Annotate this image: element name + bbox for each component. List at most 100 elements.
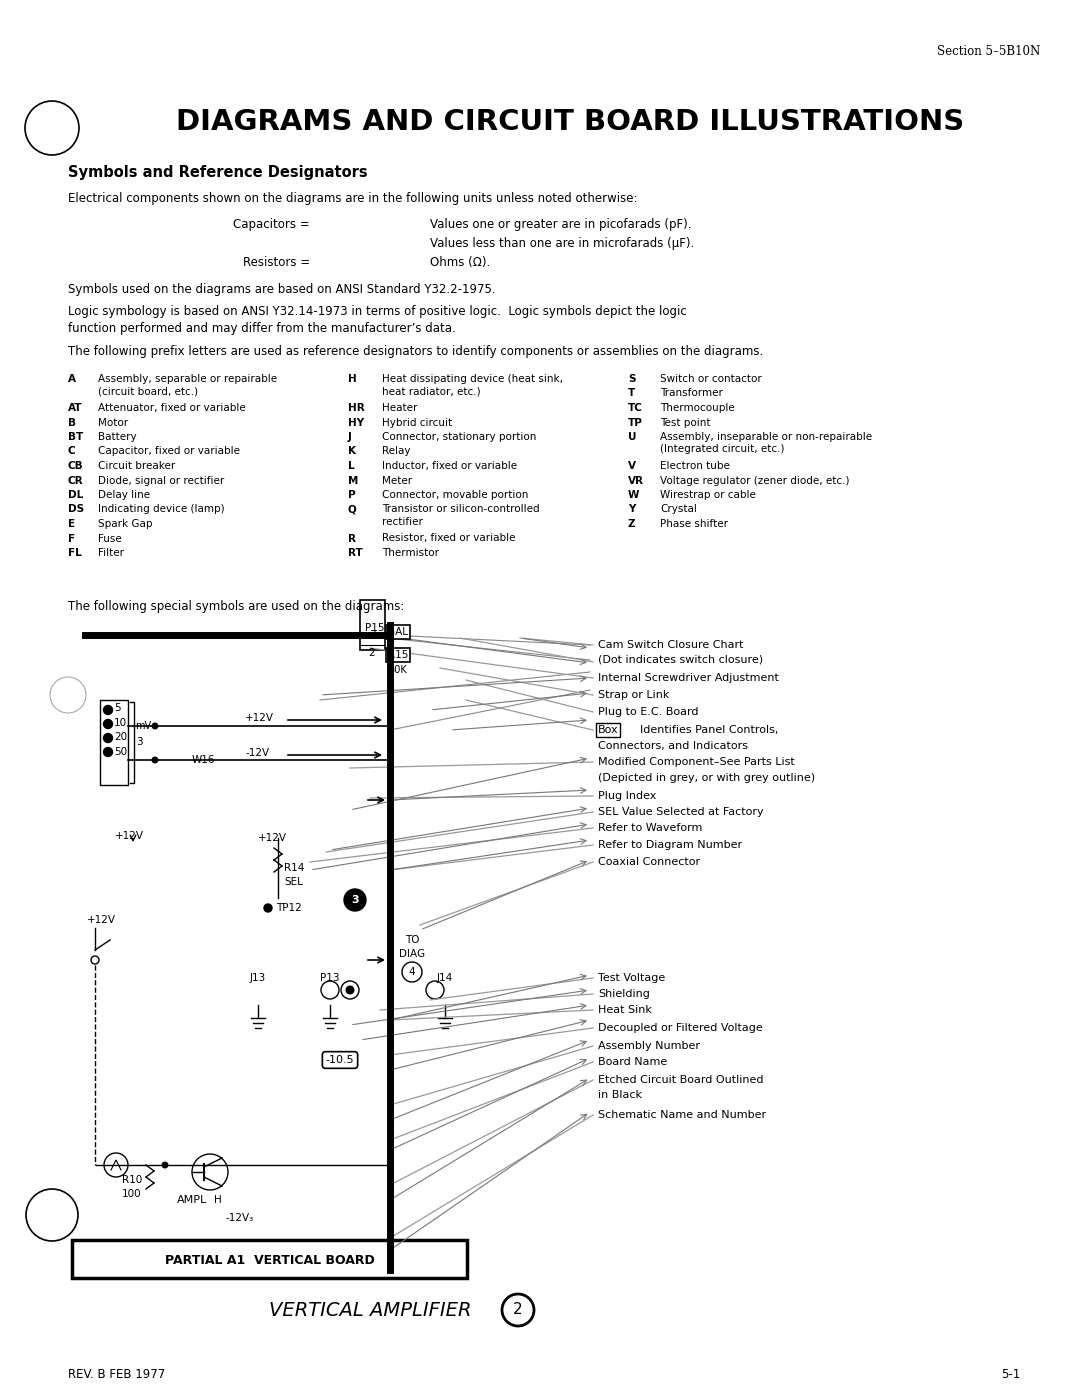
Text: SEL: SEL <box>284 877 302 887</box>
Text: FL: FL <box>68 548 82 558</box>
Text: 50K: 50K <box>389 665 407 674</box>
Text: Heater: Heater <box>382 403 417 413</box>
Text: B: B <box>68 417 76 428</box>
Text: R: R <box>348 533 356 543</box>
Bar <box>72 1240 467 1279</box>
Text: Section 5–5B10N: Section 5–5B10N <box>936 45 1040 57</box>
Text: Indicating device (lamp): Indicating device (lamp) <box>98 505 225 515</box>
Text: VERTICAL AMPLIFIER: VERTICAL AMPLIFIER <box>269 1301 471 1319</box>
Text: Refer to Waveform: Refer to Waveform <box>598 823 702 832</box>
Text: SEL Value Selected at Factory: SEL Value Selected at Factory <box>598 807 764 817</box>
Text: DIAGRAMS AND CIRCUIT BOARD ILLUSTRATIONS: DIAGRAMS AND CIRCUIT BOARD ILLUSTRATIONS <box>176 108 964 136</box>
Text: Decoupled or Filtered Voltage: Decoupled or Filtered Voltage <box>598 1023 762 1032</box>
Text: (circuit board, etc.): (circuit board, etc.) <box>98 386 198 396</box>
Text: Diode, signal or rectifier: Diode, signal or rectifier <box>98 476 225 485</box>
Text: 3: 3 <box>351 895 359 905</box>
Text: HY: HY <box>348 417 364 428</box>
Circle shape <box>264 904 272 912</box>
Text: Q: Q <box>348 505 356 515</box>
Text: -12V₃: -12V₃ <box>226 1213 254 1223</box>
Text: Circuit breaker: Circuit breaker <box>98 462 175 471</box>
Text: PARTIAL A1  VERTICAL BOARD: PARTIAL A1 VERTICAL BOARD <box>165 1254 375 1266</box>
Text: +12V: +12V <box>245 713 274 723</box>
Text: Voltage regulator (zener diode, etc.): Voltage regulator (zener diode, etc.) <box>660 476 850 485</box>
Text: The following special symbols are used on the diagrams:: The following special symbols are used o… <box>68 600 404 613</box>
Text: Electrical components shown on the diagrams are in the following units unless no: Electrical components shown on the diagr… <box>68 192 637 206</box>
Text: Transistor or silicon-controlled: Transistor or silicon-controlled <box>382 505 540 515</box>
Text: Hybrid circuit: Hybrid circuit <box>382 417 453 428</box>
Text: Test Voltage: Test Voltage <box>598 972 665 983</box>
Text: RT: RT <box>348 548 363 558</box>
Text: TP: TP <box>627 417 643 428</box>
Text: Heat Sink: Heat Sink <box>598 1004 652 1016</box>
Text: Thermistor: Thermistor <box>382 548 438 558</box>
Text: Board Name: Board Name <box>598 1058 667 1067</box>
Text: T: T <box>627 389 635 399</box>
Text: Plug to E.C. Board: Plug to E.C. Board <box>598 706 699 718</box>
Text: Coaxial Connector: Coaxial Connector <box>598 858 700 867</box>
Text: CB: CB <box>68 462 83 471</box>
Text: Resistors =: Resistors = <box>243 256 310 269</box>
Circle shape <box>104 719 112 729</box>
Text: Thermocouple: Thermocouple <box>660 403 734 413</box>
Text: Connector, stationary portion: Connector, stationary portion <box>382 432 537 442</box>
Text: (Dot indicates switch closure): (Dot indicates switch closure) <box>598 655 764 665</box>
Text: Values one or greater are in picofarads (pF).: Values one or greater are in picofarads … <box>430 218 691 231</box>
Text: Wirestrap or cable: Wirestrap or cable <box>660 490 756 499</box>
Text: Transformer: Transformer <box>660 389 723 399</box>
Text: Electron tube: Electron tube <box>660 462 730 471</box>
Text: 2: 2 <box>513 1302 523 1318</box>
Text: Test point: Test point <box>660 417 711 428</box>
Text: TO: TO <box>405 935 419 944</box>
Text: Internal Screwdriver Adjustment: Internal Screwdriver Adjustment <box>598 673 779 683</box>
Text: 2: 2 <box>368 648 376 658</box>
Text: 3: 3 <box>368 630 376 639</box>
Text: BAL: BAL <box>388 627 408 637</box>
Text: R10: R10 <box>122 1175 143 1185</box>
Circle shape <box>346 985 354 995</box>
Text: Etched Circuit Board Outlined: Etched Circuit Board Outlined <box>598 1074 764 1086</box>
Text: Schematic Name and Number: Schematic Name and Number <box>598 1109 766 1121</box>
Text: Inductor, fixed or variable: Inductor, fixed or variable <box>382 462 517 471</box>
Text: 100: 100 <box>122 1189 141 1199</box>
Text: S: S <box>627 374 635 383</box>
Text: CR: CR <box>68 476 83 485</box>
Text: Assembly, inseparable or non-repairable: Assembly, inseparable or non-repairable <box>660 432 873 442</box>
Text: DL: DL <box>68 490 83 499</box>
Text: Crystal: Crystal <box>660 505 697 515</box>
Bar <box>100 700 129 785</box>
Text: 5: 5 <box>114 704 121 713</box>
Text: DS: DS <box>68 505 84 515</box>
Text: Y: Y <box>627 505 635 515</box>
Text: Filter: Filter <box>98 548 124 558</box>
Text: Spark Gap: Spark Gap <box>98 519 152 529</box>
Text: Resistor, fixed or variable: Resistor, fixed or variable <box>382 533 515 543</box>
Text: J14: J14 <box>437 972 454 983</box>
Text: F: F <box>68 533 76 543</box>
Text: +12V: +12V <box>114 831 144 841</box>
Text: -10.5: -10.5 <box>326 1055 354 1065</box>
Text: L: L <box>348 462 354 471</box>
Text: Assembly Number: Assembly Number <box>598 1041 700 1051</box>
Text: AMPL: AMPL <box>177 1195 207 1205</box>
Text: Capacitors =: Capacitors = <box>233 218 310 231</box>
Text: REV. B FEB 1977: REV. B FEB 1977 <box>68 1368 165 1381</box>
Text: E: E <box>68 519 76 529</box>
Text: Capacitor, fixed or variable: Capacitor, fixed or variable <box>98 446 240 456</box>
Text: Attenuator, fixed or variable: Attenuator, fixed or variable <box>98 403 246 413</box>
Text: V: V <box>627 462 636 471</box>
Text: Delay line: Delay line <box>98 490 150 499</box>
Text: AT: AT <box>68 403 82 413</box>
Text: -12V: -12V <box>245 748 269 758</box>
Text: +12V: +12V <box>258 832 287 844</box>
Text: Identifies Panel Controls,: Identifies Panel Controls, <box>626 725 779 734</box>
Text: Z: Z <box>627 519 636 529</box>
Text: The following prefix letters are used as reference designators to identify compo: The following prefix letters are used as… <box>68 346 764 358</box>
Text: Logic symbology is based on ANSI Y32.14-1973 in terms of positive logic.  Logic : Logic symbology is based on ANSI Y32.14-… <box>68 305 687 318</box>
Text: P13: P13 <box>321 972 340 983</box>
Text: H: H <box>348 374 356 383</box>
Text: J13: J13 <box>249 972 266 983</box>
Circle shape <box>345 888 366 911</box>
Text: W16: W16 <box>192 755 216 765</box>
Text: DIAG: DIAG <box>399 949 426 958</box>
